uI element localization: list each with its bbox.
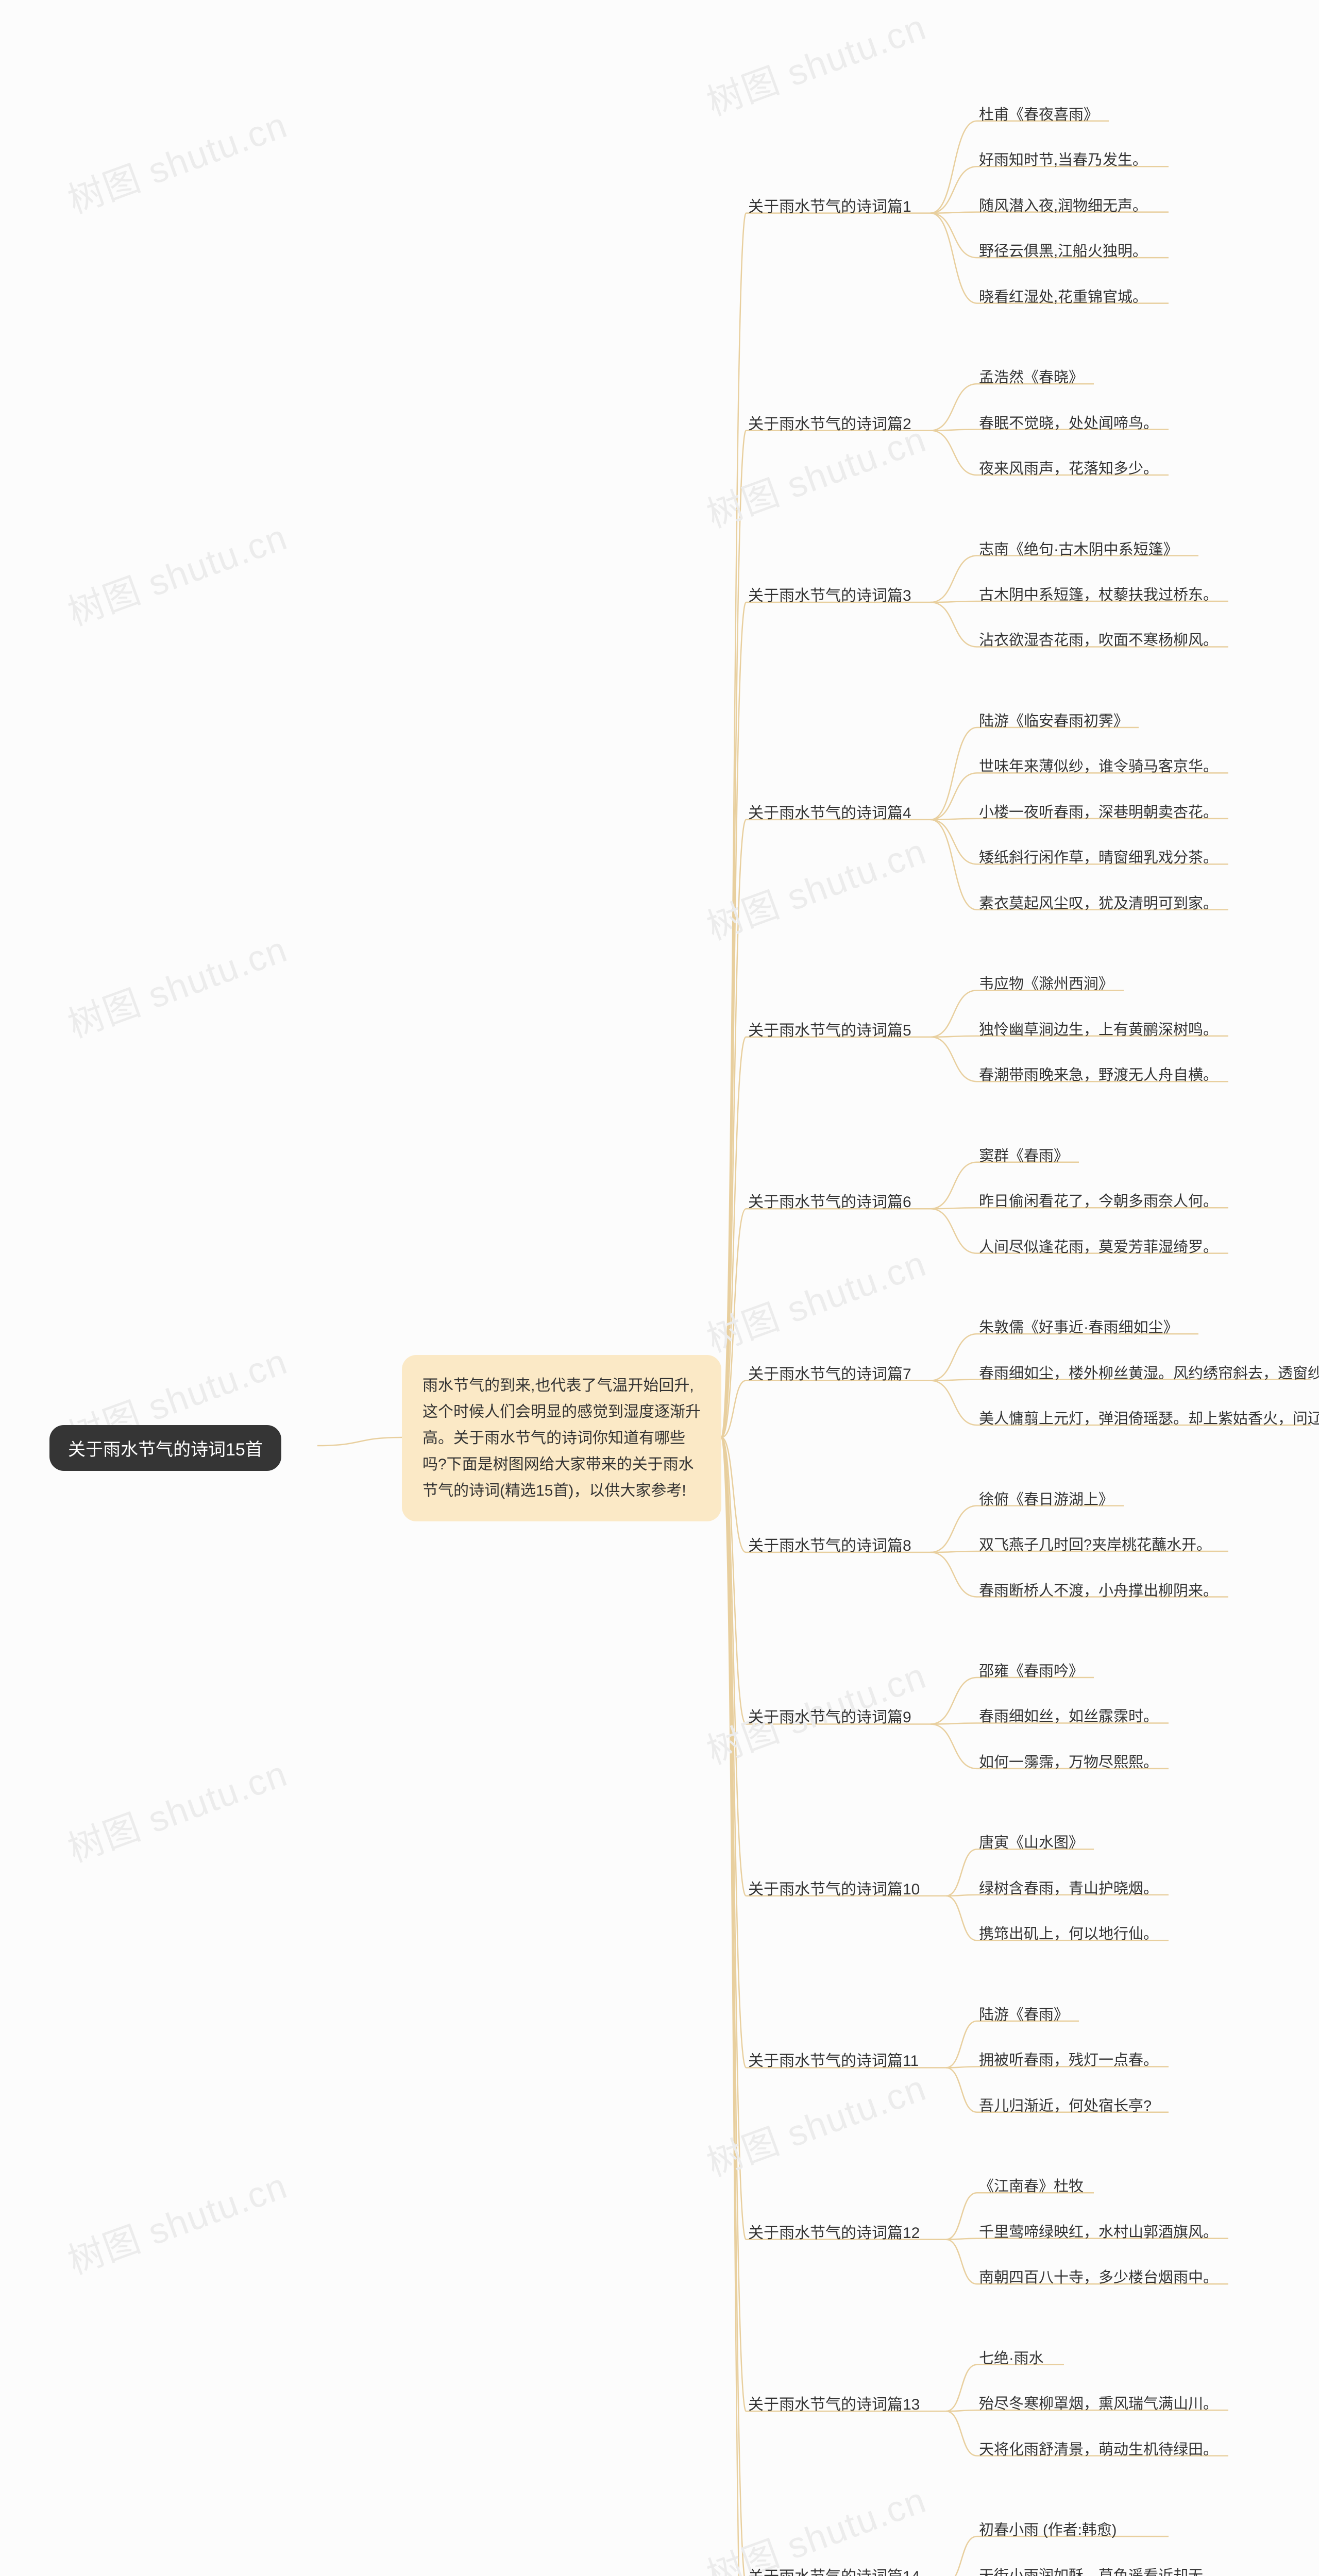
mindmap-leaf: 《江南春》杜牧 (979, 2172, 1084, 2198)
mindmap-leaf: 孟浩然《春晓》 (979, 363, 1084, 389)
mindmap-leaf: 昨日偷闲看花了，今朝多雨奈人何。 (979, 1187, 1218, 1213)
mindmap-leaf: 夜来风雨声，花落知多少。 (979, 454, 1158, 480)
mindmap-leaf: 春眠不觉晓，处处闻啼鸟。 (979, 409, 1158, 435)
mindmap-topic[interactable]: 关于雨水节气的诗词篇4 (748, 797, 911, 826)
mindmap-leaf: 小楼一夜听春雨，深巷明朝卖杏花。 (979, 798, 1218, 824)
watermark: 树图 shutu.cn (699, 2059, 933, 2187)
mindmap-leaf: 朱敦儒《好事近·春雨细如尘》 (979, 1313, 1178, 1339)
mindmap-topic[interactable]: 关于雨水节气的诗词篇14 (748, 2561, 920, 2576)
mindmap-topic[interactable]: 关于雨水节气的诗词篇6 (748, 1186, 911, 1215)
mindmap-leaf: 初春小雨 (作者:韩愈) (979, 2516, 1117, 2541)
watermark: 树图 shutu.cn (60, 2157, 294, 2284)
mindmap-leaf: 窦群《春雨》 (979, 1142, 1069, 1167)
mindmap-leaf: 春雨细如尘，楼外柳丝黄湿。风约绣帘斜去，透窗纱寒碧。 (979, 1359, 1319, 1385)
mindmap-topic[interactable]: 关于雨水节气的诗词篇11 (748, 2045, 919, 2074)
mindmap-leaf: 天街小雨润如酥，草色遥看近却无。 (979, 2562, 1218, 2576)
watermark: 树图 shutu.cn (699, 823, 933, 950)
mindmap-topic[interactable]: 关于雨水节气的诗词篇7 (748, 1358, 911, 1387)
mindmap-leaf: 好雨知时节,当春乃发生。 (979, 146, 1147, 172)
mindmap-leaf: 唐寅《山水图》 (979, 1828, 1084, 1854)
mindmap-leaf: 绿树含春雨，青山护晓烟。 (979, 1874, 1158, 1900)
mindmap-leaf: 矮纸斜行闲作草，晴窗细乳戏分茶。 (979, 843, 1218, 869)
mindmap-leaf: 邵雍《春雨吟》 (979, 1657, 1084, 1683)
mindmap-leaf: 双飞燕子几时回?夹岸桃花蘸水开。 (979, 1531, 1211, 1556)
mindmap-topic[interactable]: 关于雨水节气的诗词篇13 (748, 2388, 920, 2417)
mindmap-leaf: 徐俯《春日游湖上》 (979, 1485, 1113, 1511)
mindmap-leaf: 春雨细如丝，如丝霡霂时。 (979, 1702, 1158, 1728)
mindmap-topic[interactable]: 关于雨水节气的诗词篇5 (748, 1014, 911, 1043)
mindmap-leaf: 志南《绝句·古木阴中系短篷》 (979, 535, 1178, 561)
mindmap-topic[interactable]: 关于雨水节气的诗词篇2 (748, 408, 911, 437)
mindmap-leaf: 韦应物《滁州西涧》 (979, 970, 1113, 995)
watermark: 树图 shutu.cn (60, 509, 294, 636)
mindmap-leaf: 晓看红湿处,花重锦官城。 (979, 283, 1147, 309)
mindmap-leaf: 陆游《春雨》 (979, 2001, 1069, 2026)
mindmap-topic[interactable]: 关于雨水节气的诗词篇9 (748, 1701, 911, 1730)
mindmap-topic[interactable]: 关于雨水节气的诗词篇1 (748, 191, 911, 219)
mindmap-description: 雨水节气的到来,也代表了气温开始回升,这个时候人们会明显的感觉到湿度逐渐升高。关… (402, 1355, 721, 1521)
mindmap-leaf: 古木阴中系短篷，杖藜扶我过桥东。 (979, 581, 1218, 606)
mindmap-leaf: 春潮带雨晚来急，野渡无人舟自横。 (979, 1061, 1218, 1087)
watermark: 树图 shutu.cn (60, 921, 294, 1048)
mindmap-leaf: 携筇出矶上，何以地行仙。 (979, 1920, 1158, 1945)
mindmap-leaf: 陆游《临安春雨初霁》 (979, 707, 1128, 733)
watermark: 树图 shutu.cn (60, 2569, 294, 2576)
watermark: 树图 shutu.cn (60, 1745, 294, 1872)
mindmap-leaf: 美人慵翦上元灯，弹泪倚瑶瑟。却上紫姑香火，问辽东消息。 (979, 1404, 1319, 1430)
mindmap-leaf: 天将化雨舒清景，萌动生机待绿田。 (979, 2435, 1218, 2461)
mindmap-leaf: 千里莺啼绿映红，水村山郭酒旗风。 (979, 2218, 1218, 2244)
mindmap-leaf: 独怜幽草涧边生，上有黄鹂深树鸣。 (979, 1015, 1218, 1041)
mindmap-leaf: 人间尽似逢花雨，莫爱芳菲湿绮罗。 (979, 1233, 1218, 1259)
mindmap-leaf: 世味年来薄似纱，谁令骑马客京华。 (979, 752, 1218, 778)
watermark: 树图 shutu.cn (699, 1235, 933, 1362)
mindmap-leaf: 沾衣欲湿杏花雨，吹面不寒杨柳风。 (979, 626, 1218, 652)
mindmap-leaf: 春雨断桥人不渡，小舟撑出柳阴来。 (979, 1577, 1218, 1602)
mindmap-topic[interactable]: 关于雨水节气的诗词篇10 (748, 1873, 920, 1902)
mindmap-leaf: 七绝·雨水 (979, 2344, 1044, 2370)
mindmap-leaf: 如何一霶霈，万物尽熙熙。 (979, 1748, 1158, 1774)
mindmap-leaf: 随风潜入夜,润物细无声。 (979, 192, 1147, 217)
watermark: 树图 shutu.cn (60, 96, 294, 224)
mindmap-leaf: 南朝四百八十寺，多少楼台烟雨中。 (979, 2263, 1218, 2289)
mindmap-leaf: 素衣莫起风尘叹，犹及清明可到家。 (979, 889, 1218, 915)
mindmap-leaf: 殆尽冬寒柳罩烟，熏风瑞气满山川。 (979, 2389, 1218, 2415)
watermark: 树图 shutu.cn (699, 0, 933, 126)
mindmap-leaf: 拥被听春雨，残灯一点春。 (979, 2046, 1158, 2072)
mindmap-leaf: 杜甫《春夜喜雨》 (979, 100, 1098, 126)
mindmap-topic[interactable]: 关于雨水节气的诗词篇3 (748, 580, 911, 608)
mindmap-topic[interactable]: 关于雨水节气的诗词篇12 (748, 2217, 920, 2246)
mindmap-topic[interactable]: 关于雨水节气的诗词篇8 (748, 1530, 911, 1558)
mindmap-leaf: 吾儿归渐近，何处宿长亭? (979, 2092, 1152, 2117)
mindmap-root[interactable]: 关于雨水节气的诗词15首 (49, 1425, 281, 1471)
mindmap-leaf: 野径云俱黑,江船火独明。 (979, 237, 1147, 263)
